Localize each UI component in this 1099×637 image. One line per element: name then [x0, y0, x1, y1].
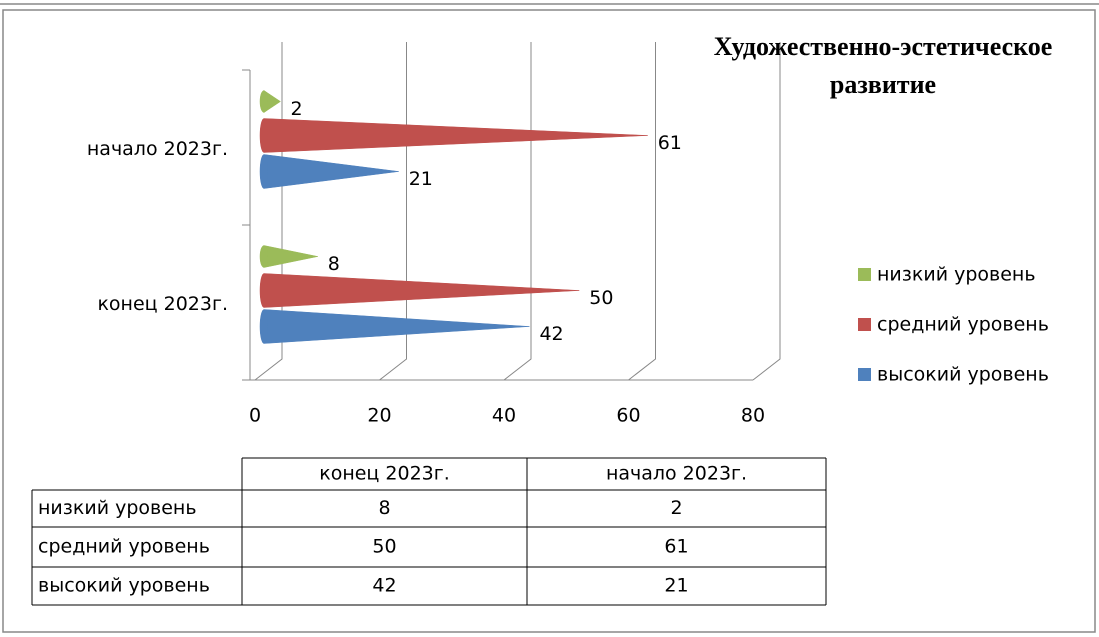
grid-line: [379, 42, 407, 381]
table-cell: 21: [664, 575, 688, 597]
cone-base: [260, 245, 268, 268]
table-cell: 42: [372, 575, 396, 597]
x-tick-label: 80: [741, 405, 765, 427]
cone-base: [260, 309, 268, 344]
category-label: начало 2023г.: [87, 138, 228, 160]
cone-shade: [264, 245, 318, 268]
grid-line: [503, 42, 532, 381]
table-cell: 61: [664, 536, 688, 558]
value-label: 21: [409, 168, 433, 190]
table-row-label: низкий уровень: [38, 497, 197, 519]
cone-base: [260, 154, 268, 189]
cone-shade: [264, 154, 399, 189]
value-label: 61: [658, 132, 682, 154]
chart-title: Художественно-эстетическое развитие: [713, 32, 1053, 99]
x-tick-label: 40: [492, 405, 516, 427]
table-row-label: средний уровень: [38, 536, 210, 558]
cone-base: [260, 90, 268, 113]
cone-shade: [264, 273, 580, 308]
cone-shade: [264, 90, 281, 113]
value-label: 50: [589, 287, 613, 309]
table-header: начало 2023г.: [606, 463, 747, 485]
value-label: 2: [290, 98, 302, 120]
chart-border: [2, 9, 1096, 633]
grid-line: [752, 42, 781, 381]
legend-swatch: [858, 318, 871, 331]
x-tick-label: 20: [367, 405, 391, 427]
grid-line: [628, 42, 656, 381]
cone-base: [260, 273, 268, 308]
cone-base: [260, 118, 268, 153]
value-label: 8: [328, 253, 340, 275]
x-tick-label: 60: [616, 405, 640, 427]
legend-swatch: [858, 368, 871, 381]
legend-label: средний уровень: [877, 314, 1049, 336]
legend-swatch: [858, 268, 871, 281]
table-row-label: высокий уровень: [38, 575, 210, 597]
table-cell: 2: [670, 497, 682, 519]
cone-shade: [264, 309, 530, 344]
x-tick-label: 0: [249, 405, 261, 427]
category-label: конец 2023г.: [97, 293, 228, 315]
table-cell: 50: [372, 536, 396, 558]
legend-label: высокий уровень: [877, 364, 1049, 386]
table-header: конец 2023г.: [319, 463, 450, 485]
table-cell: 8: [378, 497, 390, 519]
legend-label: низкий уровень: [877, 264, 1036, 286]
cone-shade: [264, 118, 648, 153]
value-label: 42: [539, 323, 563, 345]
